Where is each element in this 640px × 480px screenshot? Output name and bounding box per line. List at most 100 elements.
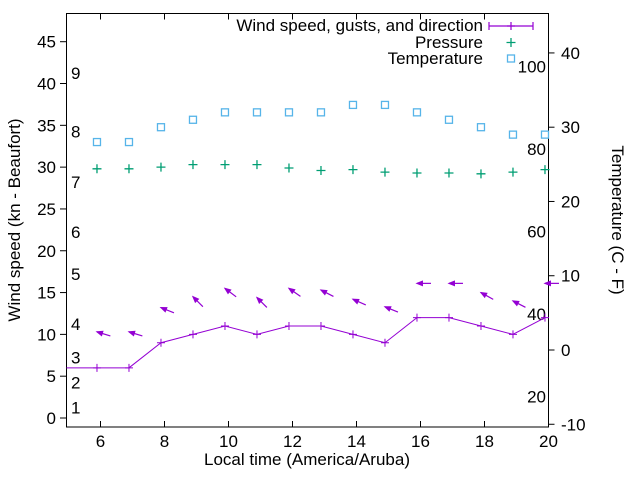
beaufort-label: 5 xyxy=(71,265,80,284)
gust-arrow-head xyxy=(543,280,551,287)
gust-arrow-head xyxy=(383,306,392,312)
gust-arrow-head xyxy=(287,287,296,295)
wind-point-marker xyxy=(188,330,197,339)
wind-point-marker xyxy=(284,322,293,331)
wind-point-marker xyxy=(156,338,165,347)
gust-arrow-head xyxy=(159,307,168,313)
y1-tick-label: 40 xyxy=(37,75,56,94)
wind-point-marker xyxy=(316,322,325,331)
pressure-point xyxy=(156,162,166,172)
legend-temperature-key-marker xyxy=(506,54,516,63)
wind-speed-line xyxy=(66,317,546,369)
fahrenheit-label: 40 xyxy=(527,305,546,324)
legend-wind-label: Wind speed, gusts, and direction xyxy=(236,16,483,35)
temperature-point xyxy=(284,108,294,117)
x-tick-label: 16 xyxy=(411,432,430,451)
x-tick-label: 14 xyxy=(347,432,366,451)
pressure-point xyxy=(124,164,134,174)
legend-pressure-label: Pressure xyxy=(415,33,483,52)
gust-arrow-head xyxy=(191,295,200,304)
beaufort-label: 7 xyxy=(71,173,80,192)
pressure-point xyxy=(316,165,326,175)
wind-point-marker xyxy=(220,322,229,331)
pressure-point xyxy=(284,163,294,173)
fahrenheit-label: 60 xyxy=(527,222,546,241)
temperature-point xyxy=(316,108,326,117)
gust-arrow-head xyxy=(255,296,264,304)
legend-pressure-key-marker xyxy=(506,38,516,47)
y1-tick-label: 20 xyxy=(37,242,56,261)
gust-arrow-head xyxy=(479,291,488,299)
beaufort-label: 9 xyxy=(71,64,80,83)
plot-border xyxy=(66,13,549,428)
pressure-point xyxy=(92,164,102,174)
fahrenheit-label: 100 xyxy=(518,57,546,76)
chart-generated-content: 6 8 10 12 14 16 18 2005101520253035404512345678… xyxy=(37,13,586,451)
temperature-point xyxy=(124,137,134,147)
beaufort-label: 1 xyxy=(71,399,80,418)
y2-tick-label: 10 xyxy=(561,267,580,286)
y1-tick-label: 10 xyxy=(37,325,56,344)
temperature-point xyxy=(540,130,550,139)
wind-point-marker xyxy=(124,363,133,372)
temperature-point xyxy=(92,137,102,147)
y2-tick-label: 20 xyxy=(561,192,580,211)
legend-wind-key-marker xyxy=(507,22,515,30)
y1-tick-label: 45 xyxy=(37,33,56,52)
gust-arrow-head xyxy=(223,287,232,295)
gust-arrow-head xyxy=(127,330,136,337)
wind-point-marker xyxy=(412,313,421,322)
beaufort-label: 3 xyxy=(71,348,80,367)
pressure-point xyxy=(444,168,454,178)
temperature-point xyxy=(476,123,486,132)
wind-point-marker xyxy=(348,330,357,339)
wind-point-marker xyxy=(444,313,453,322)
wind-point-marker xyxy=(476,322,485,331)
temperature-point xyxy=(508,130,518,139)
pressure-point xyxy=(188,160,198,170)
fahrenheit-label: 20 xyxy=(527,388,546,407)
y1-tick-label: 30 xyxy=(37,158,56,177)
legend-temperature-label: Temperature xyxy=(388,49,483,68)
gust-arrow-head xyxy=(319,289,328,296)
wind-point-marker xyxy=(540,313,549,322)
beaufort-label: 4 xyxy=(71,315,80,334)
gust-arrow-head xyxy=(95,330,104,337)
x-tick-label: 18 xyxy=(475,432,494,451)
y2-tick-label: -10 xyxy=(561,415,586,434)
temperature-point xyxy=(156,123,166,132)
temperature-point xyxy=(348,100,358,110)
pressure-point xyxy=(412,168,422,178)
temperature-point xyxy=(252,108,262,117)
x-tick-label: 10 xyxy=(219,432,238,451)
pressure-point xyxy=(348,165,358,175)
x-tick-label: 20 xyxy=(539,432,558,451)
temperature-point xyxy=(380,100,390,110)
y2-axis-label: Temperature (C - F) xyxy=(608,145,627,294)
y1-tick-label: 5 xyxy=(47,367,56,386)
y2-tick-label: 40 xyxy=(561,44,580,63)
temperature-point xyxy=(220,108,230,117)
wind-point-marker xyxy=(508,330,517,339)
gust-arrow-head xyxy=(351,298,360,305)
y2-tick-label: 30 xyxy=(561,118,580,137)
x-tick-label: 12 xyxy=(283,432,302,451)
y1-tick-label: 35 xyxy=(37,116,56,135)
temperature-point xyxy=(444,115,454,124)
fahrenheit-label: 80 xyxy=(527,140,546,159)
pressure-point xyxy=(476,169,486,179)
x-axis-label: Local time (America/Aruba) xyxy=(204,450,410,469)
y2-tick-label: 0 xyxy=(561,341,570,360)
gust-arrow-head xyxy=(511,300,520,307)
beaufort-label: 6 xyxy=(71,223,80,242)
pressure-point xyxy=(508,167,518,177)
wind-point-marker xyxy=(252,330,261,339)
wind-point-marker xyxy=(380,338,389,347)
y-axis-label: Wind speed (kn - Beaufort) xyxy=(5,118,24,321)
pressure-point xyxy=(380,167,390,177)
temperature-point xyxy=(412,108,422,117)
y1-tick-label: 25 xyxy=(37,200,56,219)
x-tick-label: 6 xyxy=(96,432,105,451)
